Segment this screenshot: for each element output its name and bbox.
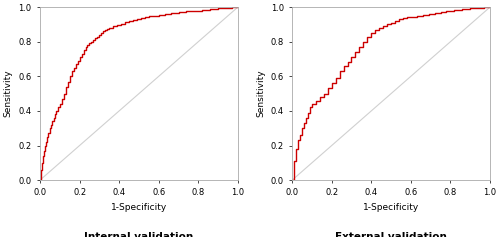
Text: Internal validation: Internal validation [84,232,194,237]
Y-axis label: Sensitivity: Sensitivity [4,70,13,117]
Y-axis label: Sensitivity: Sensitivity [256,70,265,117]
Text: External validation: External validation [335,232,447,237]
X-axis label: 1-Specificity: 1-Specificity [363,203,419,212]
X-axis label: 1-Specificity: 1-Specificity [111,203,167,212]
